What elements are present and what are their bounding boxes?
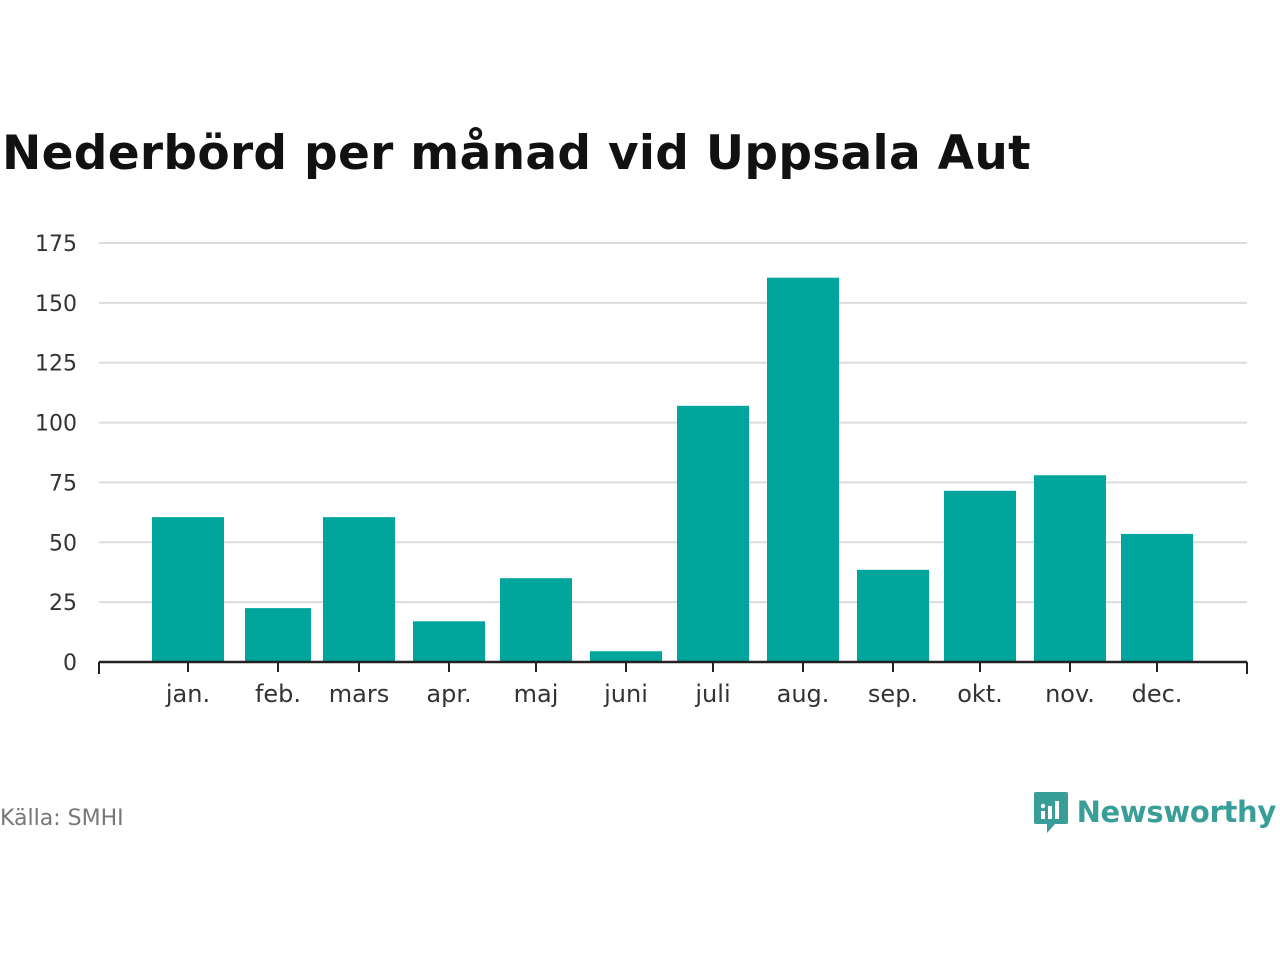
y-tick-label: 25: [49, 591, 77, 616]
brand-logo: Newsworthy: [1033, 790, 1276, 834]
y-tick-label: 150: [35, 292, 77, 317]
bar-nov: [1034, 475, 1106, 662]
bar-mars: [323, 517, 395, 662]
bar-aug: [767, 277, 839, 662]
x-tick-label: nov.: [1045, 680, 1095, 708]
x-tick-label: juli: [694, 680, 730, 708]
chart-title: Nederbörd per månad vid Uppsala Aut: [2, 126, 1031, 181]
x-tick-label: mars: [329, 680, 389, 708]
gridlines: [99, 242, 1247, 604]
y-tick-label: 175: [35, 232, 77, 257]
y-tick-labels: 0 25 50 75 100 125 150 175: [35, 232, 77, 676]
x-tick-labels: jan. feb. mars apr. maj juni juli aug. sep. okt. n…: [165, 680, 1183, 708]
x-tick-label: okt.: [957, 680, 1003, 708]
source-note: Källa: SMHI: [0, 806, 124, 831]
bar-sep: [857, 569, 929, 662]
bar-juli: [677, 405, 749, 662]
x-tick-label: aug.: [777, 680, 830, 708]
x-tick-label: jan.: [165, 680, 210, 708]
x-tick-label: sep.: [868, 680, 918, 708]
bar-dec: [1121, 533, 1193, 662]
x-tick-label: apr.: [426, 680, 471, 708]
bar-maj: [500, 578, 572, 662]
brand-name: Newsworthy: [1076, 795, 1277, 829]
bars: [152, 277, 1193, 662]
bar-juni: [590, 651, 662, 662]
y-tick-label: 125: [35, 352, 77, 377]
x-tick-label: juni: [603, 680, 648, 708]
x-axis: [98, 660, 1248, 674]
bar-apr: [413, 621, 485, 662]
bar-jan: [152, 517, 224, 662]
newsworthy-logo-icon: [1033, 792, 1068, 833]
y-tick-label: 100: [35, 412, 77, 437]
y-tick-label: 50: [49, 531, 77, 556]
bar-feb: [245, 608, 311, 662]
x-tick-label: maj: [514, 680, 559, 708]
y-tick-label: 0: [63, 651, 77, 676]
x-tick-label: dec.: [1132, 680, 1183, 708]
y-tick-label: 75: [49, 471, 77, 496]
bar-okt: [944, 490, 1016, 662]
x-tick-label: feb.: [255, 680, 301, 708]
